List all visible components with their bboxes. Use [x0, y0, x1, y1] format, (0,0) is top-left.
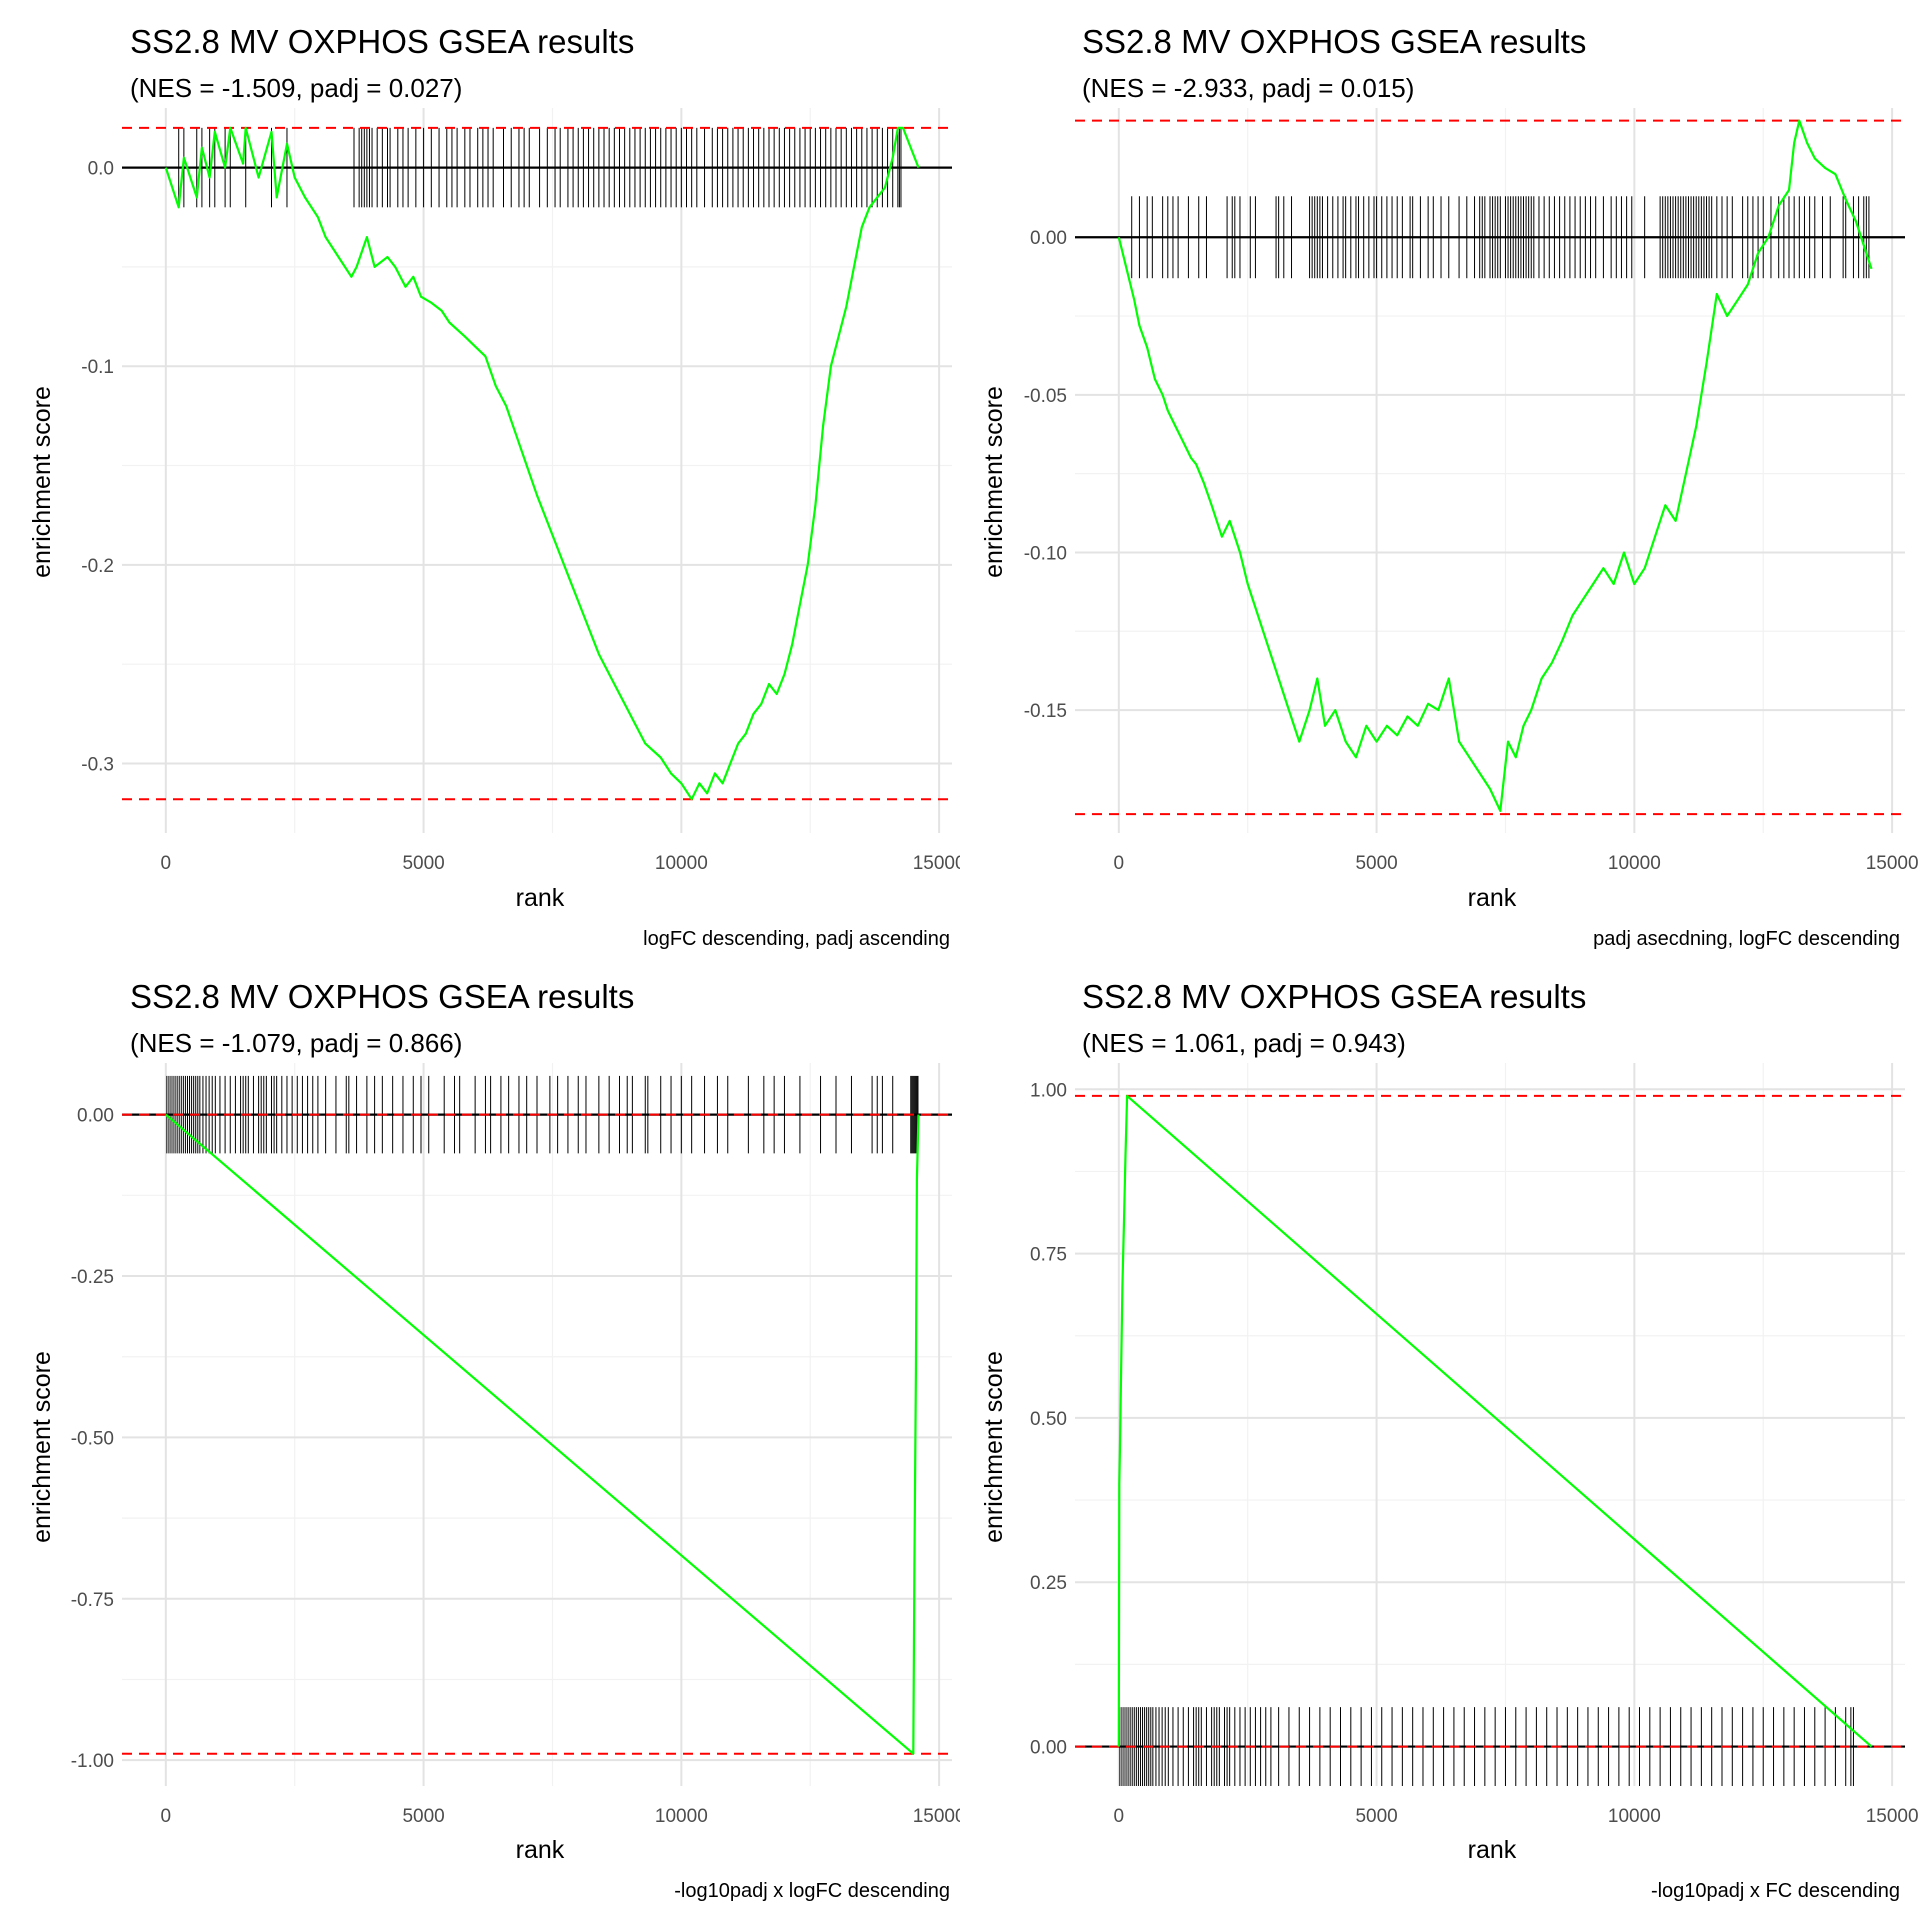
chart-title: SS2.8 MV OXPHOS GSEA results [1082, 978, 1586, 1015]
y-tick-label: 0.00 [1030, 1738, 1067, 1759]
enrichment-score-line [1117, 119, 1873, 813]
y-tick-label: 0.50 [1030, 1409, 1067, 1430]
plot-area: 0 5000 10000 15000 0.00 0.25 0.50 0.75 1.00 [1030, 1063, 1919, 1827]
x-tick-label: 5000 [1355, 853, 1397, 874]
plot-area: 0 5000 10000 15000 0.00 -0.05 -0.10 -0.15 [1024, 108, 1919, 874]
chart-svg: 0 5000 10000 15000 0.00 0.25 0.50 0.75 1.00 SS2.… [980, 978, 1919, 1902]
x-tick-label: 15000 [1866, 1806, 1919, 1827]
gsea-panel-3: 0500010000150000.00-0.25-0.50-0.75-1.00 … [0, 960, 960, 1920]
x-tick-label: 10000 [1608, 1806, 1661, 1827]
chart-svg: 0500010000150000.00-0.25-0.50-0.75-1.00 … [28, 978, 960, 1902]
x-tick-label: 15000 [1866, 853, 1919, 874]
chart-title: SS2.8 MV OXPHOS GSEA results [130, 23, 634, 60]
x-tick-label: 15000 [913, 1806, 960, 1827]
x-axis-label: rank [516, 1836, 565, 1864]
chart-caption: padj asecdning, logFC descending [1593, 928, 1900, 950]
chart-subtitle: (NES = 1.061, padj = 0.943) [1082, 1028, 1406, 1058]
x-tick-label: 0 [161, 853, 172, 874]
y-tick-label: -1.00 [71, 1751, 114, 1772]
x-tick-label: 0 [1114, 1806, 1125, 1827]
gsea-panel-1: 0 5000 10000 15000 0.0 -0.1 -0.2 -0.3 SS2.8 MV … [0, 0, 960, 960]
gsea-panel-4: 0 5000 10000 15000 0.00 0.25 0.50 0.75 1.00 SS2.… [960, 960, 1920, 1920]
x-axis-label: rank [1468, 1836, 1517, 1864]
y-tick-label: 0.25 [1030, 1573, 1067, 1594]
y-tick-label: -0.3 [81, 754, 114, 775]
y-tick-label: -0.10 [1024, 543, 1067, 564]
x-tick-label: 0 [1114, 853, 1125, 874]
chart-subtitle: (NES = -2.933, padj = 0.015) [1082, 73, 1414, 103]
plot-area: 0 5000 10000 15000 0.0 -0.1 -0.2 -0.3 [81, 108, 960, 874]
x-axis-label: rank [1468, 884, 1517, 912]
chart-subtitle: (NES = -1.509, padj = 0.027) [130, 73, 462, 103]
chart-svg: 0 5000 10000 15000 0.0 -0.1 -0.2 -0.3 SS2.8 MV … [28, 23, 960, 950]
y-tick-label: 1.00 [1030, 1080, 1067, 1101]
chart-caption: -log10padj x FC descending [1651, 1880, 1900, 1902]
y-axis-label: enrichment score [980, 1351, 1008, 1543]
chart-svg: 0 5000 10000 15000 0.00 -0.05 -0.10 -0.15 SS2.8… [980, 23, 1919, 950]
x-tick-label: 10000 [655, 1806, 708, 1827]
x-tick-label: 0 [161, 1806, 172, 1827]
x-axis-label: rank [516, 884, 565, 912]
y-tick-label: 0.75 [1030, 1245, 1067, 1266]
y-tick-label: 0.00 [1030, 228, 1067, 249]
x-tick-label: 10000 [1608, 853, 1661, 874]
y-axis-label: enrichment score [28, 386, 56, 578]
y-axis-label: enrichment score [28, 1351, 56, 1543]
y-tick-label: -0.50 [71, 1428, 114, 1449]
y-axis-label: enrichment score [980, 386, 1008, 578]
enrichment-score-line [165, 1113, 920, 1755]
gsea-panel-2: 0 5000 10000 15000 0.00 -0.05 -0.10 -0.15 SS2.8… [960, 0, 1920, 960]
y-tick-label: 0.00 [77, 1106, 114, 1127]
enrichment-score-line [164, 126, 920, 801]
plot-area: 0 5000 10000 15000 0.00 -0.25 -0.50 -0.75 -1.00 [71, 1063, 960, 1827]
chart-title: SS2.8 MV OXPHOS GSEA results [130, 978, 634, 1015]
x-tick-label: 15000 [913, 853, 960, 874]
y-tick-label: 0.0 [88, 159, 114, 180]
chart-caption: -log10padj x logFC descending [674, 1880, 950, 1902]
y-tick-label: -0.75 [71, 1590, 114, 1611]
x-tick-label: 5000 [402, 1806, 444, 1827]
x-tick-label: 10000 [655, 853, 708, 874]
chart-subtitle: (NES = -1.079, padj = 0.866) [130, 1028, 462, 1058]
enrichment-score-line [1117, 1094, 1873, 1748]
y-tick-label: -0.15 [1024, 701, 1067, 722]
x-tick-label: 5000 [1355, 1806, 1397, 1827]
y-tick-label: -0.25 [71, 1267, 114, 1288]
y-tick-label: -0.1 [81, 357, 114, 378]
x-tick-label: 5000 [402, 853, 444, 874]
chart-caption: logFC descending, padj ascending [643, 928, 950, 950]
y-tick-label: -0.05 [1024, 386, 1067, 407]
y-tick-label: -0.2 [81, 556, 114, 577]
chart-title: SS2.8 MV OXPHOS GSEA results [1082, 23, 1586, 60]
